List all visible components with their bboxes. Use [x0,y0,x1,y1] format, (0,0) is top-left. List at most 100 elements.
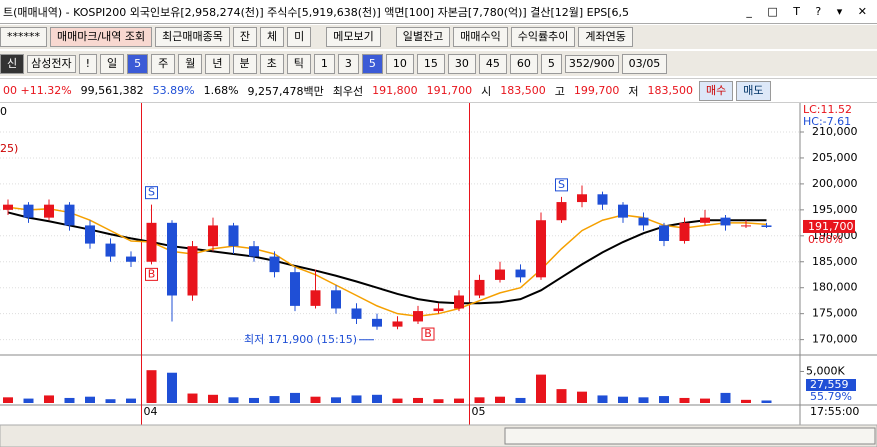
toolbar-button[interactable]: 잔 [232,27,258,47]
toolbar-button[interactable]: 최근매매종목 [155,27,230,47]
toolbar-button[interactable]: 체 [260,27,285,47]
volume-bar [249,397,259,403]
symbol-bar-item[interactable]: 신 [0,53,25,74]
toolbar-button[interactable]: 일별잔고 [395,27,451,47]
quote-field: 시 [481,84,492,98]
scroll-controls[interactable] [504,427,876,445]
symbol-bar-item[interactable]: 60 [509,53,538,74]
symbol-bar-item[interactable]: 352/900 [564,54,619,73]
quote-field: 1.68% [203,84,239,97]
volume-last: 27,559 [810,378,849,391]
symbol-bar: 신 삼성전자! 일 5 주 월 년 분 초 틱 1 3 5 10 15 30 45 60 5 352/900 03/05 [0,51,877,76]
toolbar-button[interactable]: 수익률추이 [510,27,576,47]
candle-body [331,290,341,309]
volume-bar [536,374,546,403]
symbol-bar-item[interactable]: 년 [205,53,230,74]
quote-field: 183,500 [500,84,546,97]
volume-bar [577,391,587,403]
candle-body [146,222,157,262]
toolbar-button[interactable]: 매매마크/내역 조회 [50,27,153,47]
symbol-bar-item[interactable]: 삼성전자 [27,54,76,73]
symbol-bar-item[interactable]: 일 [100,53,125,74]
quote-field: 고 [554,84,565,98]
volume-last-box [806,379,856,391]
toolbar-button[interactable]: 계좌연동 [578,27,633,47]
volume-bar [85,396,95,403]
volume-bar [700,398,710,403]
volume-bar [44,395,54,403]
volume-bar [761,400,772,403]
volume-bar [146,370,157,403]
volume-bar [556,389,567,403]
window-title: 트(매매내역) - KOSPI200 외국인보유[2,958,274(천)] 주… [3,5,629,19]
symbol-bar-item[interactable]: 5 [127,53,149,74]
volume-bar [23,398,34,403]
volume-bar [392,398,403,403]
candle-body [351,308,362,319]
symbol-bar-item[interactable]: 30 [447,53,476,74]
symbol-bar-item[interactable]: 초 [259,53,284,74]
toolbar-button[interactable]: 미 [287,27,312,47]
symbol-bar-item[interactable]: 10 [385,53,414,74]
hc-label: HC:-7.61 [803,115,851,128]
symbol-bar-item[interactable]: 주 [151,53,176,74]
symbol-bar-item[interactable]: 분 [232,53,257,74]
candle-body [638,217,649,226]
candle-body [126,256,136,262]
volume-bar [618,396,628,403]
toolbar-button[interactable]: 메모보기 [326,27,381,47]
candle-body [720,217,731,226]
volume-bar [638,397,649,403]
trade-mark: B [148,267,156,280]
candle-body [64,204,75,226]
time-label: 17:55:00 [810,405,859,418]
symbol-bar-item[interactable]: 월 [178,53,203,74]
last-price: 191,700 [808,220,854,233]
symbol-bar-item[interactable]: ! [78,53,98,74]
quote-field: 최우선 [332,84,364,98]
quote-field: 199,700 [573,84,620,97]
volume-bar [64,397,75,403]
quote-field: 53.89% [152,84,195,97]
symbol-bar-item[interactable]: 15 [416,53,445,74]
toolbar: ****** 매매마크/내역 조회 최근매매종목 잔 체 미 메모보기 일별잔고 매매수익 수익률… [0,25,877,49]
volume-bar [454,398,464,403]
quote-field[interactable]: 매수 [699,80,734,101]
symbol-bar-item[interactable]: 03/05 [621,53,668,74]
trade-mark-box [145,186,158,200]
volume-bar [372,394,382,403]
volume-tick-label: 5,000K [806,364,845,377]
candle-body [597,194,608,205]
symbol-bar-item[interactable]: 틱 [286,53,311,74]
symbol-bar-item[interactable]: 5 [540,53,562,74]
quote-field: 191,700 [426,84,473,97]
candle-body [44,204,54,218]
symbol-bar-item[interactable]: 3 [337,53,359,74]
candle-body [249,246,259,257]
trade-mark: S [558,178,565,191]
toolbar-button[interactable]: 매매수익 [453,27,508,47]
toolbar-button[interactable]: ****** [0,27,47,47]
symbol-bar-item[interactable]: 1 [313,53,335,74]
volume-bar [269,396,280,403]
quote-field[interactable]: 매도 [736,80,771,101]
candle-body [536,220,546,278]
symbol-bar-item[interactable]: 5 [361,53,383,74]
candle-body [454,295,464,309]
quote-field: 00 +11.32% [3,84,72,97]
quote-field: 9,257,478백만 [247,84,324,98]
candle-body [372,318,382,327]
candle-body [310,290,321,306]
moving-average [7,206,767,318]
candle-body [474,279,485,296]
trade-mark-box [555,178,568,192]
quote-bar: 00 +11.32% 99,561,382 53.89% 1.68% 9,257,478… [0,78,877,103]
window-controls[interactable]: _ □ T ? ▾ ✕ [746,5,873,18]
candle-body [23,204,34,218]
trade-mark: B [424,327,432,340]
candle-body [167,222,177,296]
trade-mark: S [148,186,155,199]
symbol-bar-item[interactable]: 45 [478,53,507,74]
volume-bar [495,396,505,403]
